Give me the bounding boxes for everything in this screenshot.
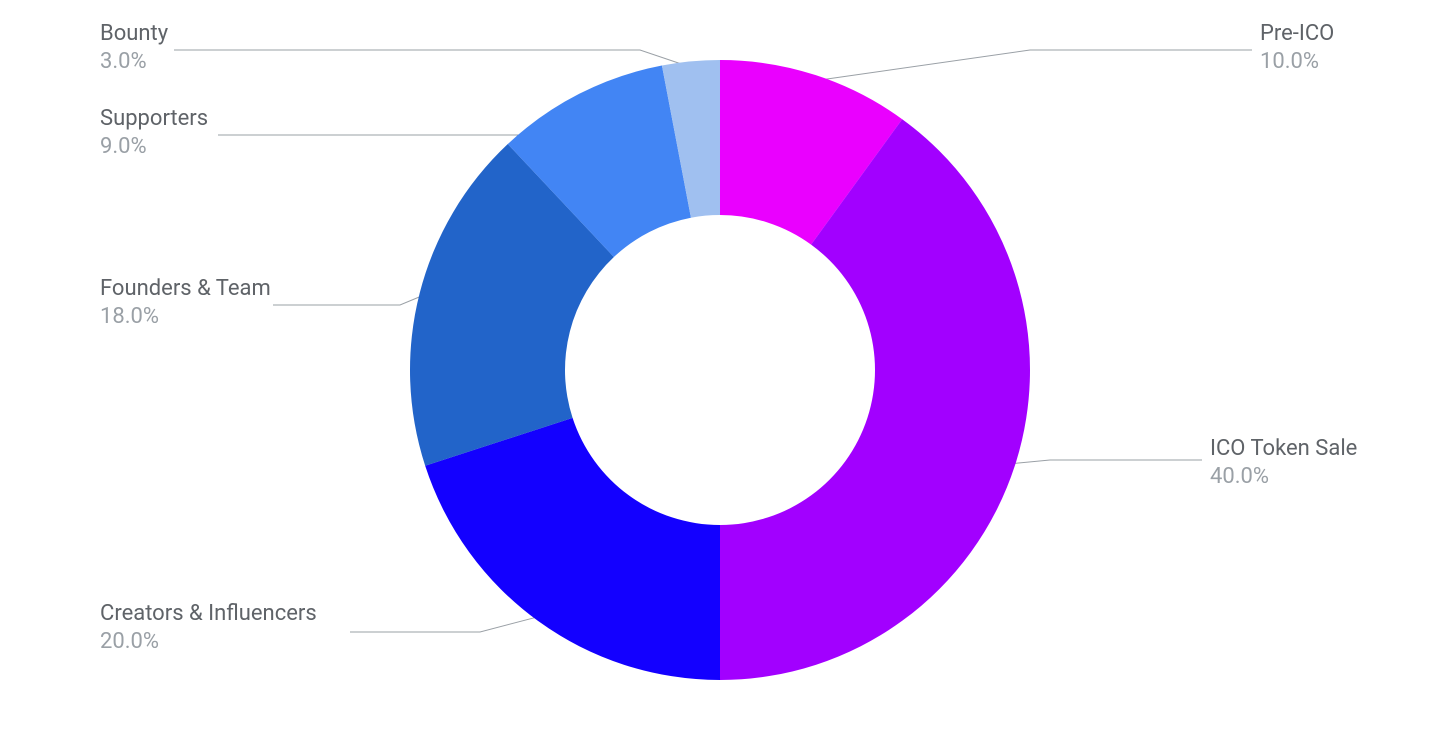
slice-label-name: Creators & Influencers [100,601,317,626]
leader-line [273,294,426,305]
slice-label-name: Supporters [100,106,208,131]
slice-label-name: ICO Token Sale [1210,436,1357,461]
donut-chart-container: Pre-ICO 10.0% ICO Token Sale 40.0% Creators … [0,0,1447,742]
slice-label-name: Bounty [100,21,169,46]
slice-label-percent: 9.0% [100,134,147,159]
slice-label-percent: 18.0% [100,304,159,329]
leader-line [814,50,1252,81]
leader-line [1009,460,1202,464]
slice-label-percent: 10.0% [1260,49,1319,74]
slice-label-percent: 20.0% [100,629,159,654]
slice-label-name: Founders & Team [100,276,271,301]
slice-label-name: Pre-ICO [1260,21,1334,46]
leader-line [350,616,541,632]
leader-line [174,50,691,67]
donut-slice [425,418,720,680]
slice-label-percent: 40.0% [1210,464,1269,489]
slice-label-percent: 3.0% [100,49,147,74]
donut-chart-svg: Pre-ICO 10.0% ICO Token Sale 40.0% Creators … [0,0,1447,742]
